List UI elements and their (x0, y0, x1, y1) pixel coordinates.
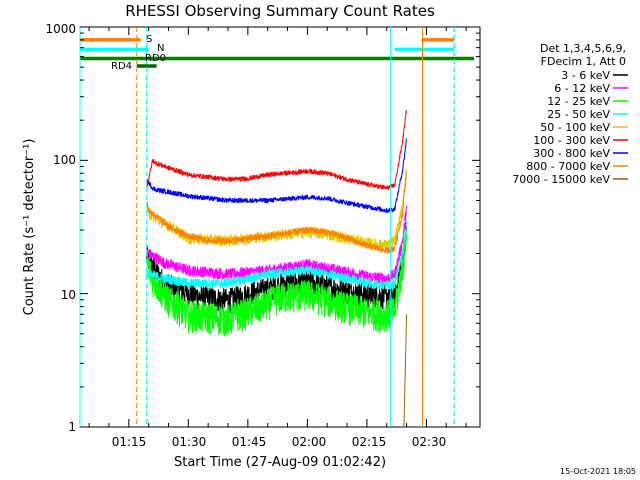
y-axis: 1 10 100 1000 Count Rate (s⁻¹ detector⁻¹… (22, 22, 76, 434)
y-tick-label-1: 1 (68, 420, 76, 434)
data-series (146, 110, 408, 428)
legend-entry-6-12kev: 6 - 12 keV (554, 82, 628, 95)
x-tick-label-0130: 01:30 (172, 435, 207, 449)
legend-entry-3-6kev: 3 - 6 keV (561, 69, 628, 82)
flag-bars (80, 38, 475, 68)
series-line-7000-15000-kev (403, 314, 408, 428)
x-tick-label-0215: 02:15 (352, 435, 387, 449)
legend-label: 7000 - 15000 keV (512, 173, 610, 186)
legend-label: 800 - 7000 keV (526, 160, 610, 173)
legend-label: 50 - 100 keV (540, 121, 610, 134)
y-tick-label-1000: 1000 (45, 22, 76, 36)
legend-entry-12-25kev: 12 - 25 keV (547, 95, 628, 108)
x-tick-label-0145: 01:45 (232, 435, 267, 449)
x-axis-label: Start Time (27-Aug-09 01:02:42) (174, 455, 386, 470)
legend-entry-800-7000kev: 800 - 7000 keV (526, 160, 628, 173)
time-markers (79, 27, 455, 427)
series-line-800-7000-kev (146, 169, 407, 254)
flag-label-s: S (146, 34, 152, 45)
x-tick-label-0200: 02:00 (292, 435, 327, 449)
series-line-100-300-kev (146, 110, 407, 191)
series-line-300-800-kev (146, 138, 407, 214)
y-axis-label: Count Rate (s⁻¹ detector⁻¹) (22, 139, 37, 316)
legend-header-line2: FDecim 1, Att 0 (541, 55, 626, 68)
legend-entry-7000-15000kev: 7000 - 15000 keV (512, 173, 628, 186)
generated-timestamp: 15-Oct-2021 18:05 (560, 467, 636, 476)
flag-label-n: N (157, 43, 164, 54)
y-tick-label-10: 10 (61, 288, 76, 302)
chart-title: RHESSI Observing Summary Count Rates (125, 2, 435, 20)
legend-label: 6 - 12 keV (554, 82, 610, 95)
plot-frame (79, 26, 481, 428)
legend-label: 3 - 6 keV (561, 69, 610, 82)
series-line-12-25-kev (146, 230, 407, 337)
x-tick-label-0115: 01:15 (112, 435, 147, 449)
legend-header-line1: Det 1,3,4,5,6,9, (540, 42, 626, 55)
legend-label: 12 - 25 keV (547, 95, 610, 108)
axis-ticks (80, 26, 480, 428)
flag-label-rd4: RD4 (111, 61, 132, 72)
legend: Det 1,3,4,5,6,9, FDecim 1, Att 0 3 - 6 k… (512, 42, 628, 186)
x-tick-label-0230: 02:30 (412, 435, 447, 449)
legend-label: 100 - 300 keV (533, 134, 610, 147)
legend-label: 300 - 800 keV (533, 147, 610, 160)
y-tick-label-100: 100 (53, 153, 76, 167)
x-axis: 01:15 01:30 01:45 02:00 02:15 02:30 Star… (112, 435, 447, 470)
series-line-25-50-kev (146, 219, 407, 290)
legend-entry-50-100kev: 50 - 100 keV (540, 121, 628, 134)
legend-entry-300-800kev: 300 - 800 keV (533, 147, 628, 160)
plot-area (79, 26, 481, 428)
flag-label-rd0: RD0 (145, 53, 166, 64)
legend-entry-25-50kev: 25 - 50 keV (547, 108, 628, 121)
flag-labels: S N RD0 RD4 (111, 34, 166, 72)
legend-entry-100-300kev: 100 - 300 keV (533, 134, 628, 147)
legend-label: 25 - 50 keV (547, 108, 610, 121)
